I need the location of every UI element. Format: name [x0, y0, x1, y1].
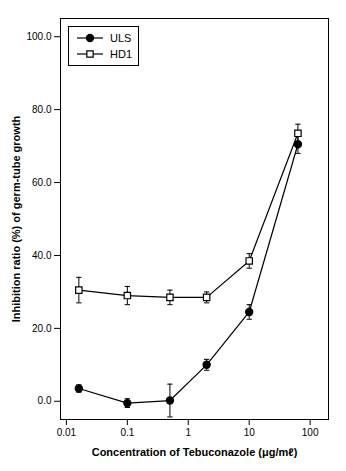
svg-text:100.0: 100.0 — [26, 31, 51, 42]
svg-text:Concentration of Tebuconazole: Concentration of Tebuconazole (μg/mℓ) — [92, 446, 298, 458]
svg-text:40.0: 40.0 — [32, 250, 52, 261]
svg-text:60.0: 60.0 — [32, 177, 52, 188]
svg-text:0.0: 0.0 — [38, 395, 52, 406]
html-text:HD1: HD1 — [110, 48, 132, 60]
svg-text:10: 10 — [244, 427, 256, 438]
svg-text:Inhibition ratio (%) of germ-t: Inhibition ratio (%) of germ-tube growth — [10, 115, 22, 322]
svg-text:100: 100 — [302, 427, 319, 438]
html-text:ULS: ULS — [110, 32, 132, 44]
svg-text:80.0: 80.0 — [32, 104, 52, 115]
svg-text:20.0: 20.0 — [32, 323, 52, 334]
svg-text:0.01: 0.01 — [57, 427, 77, 438]
svg-text:0.1: 0.1 — [120, 427, 134, 438]
svg-text:1: 1 — [185, 427, 191, 438]
